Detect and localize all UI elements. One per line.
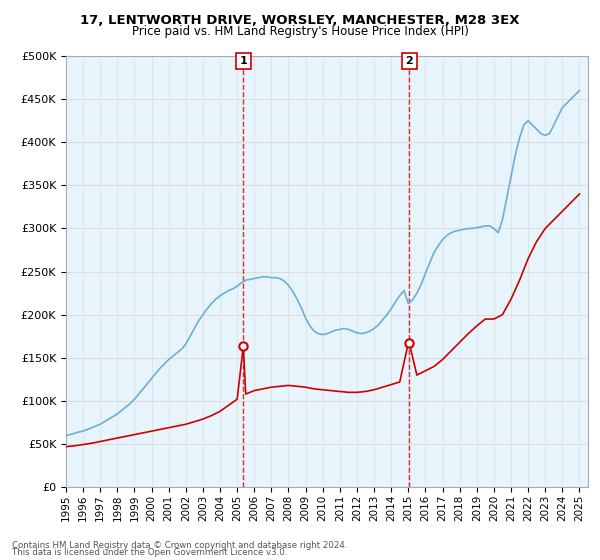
Text: Price paid vs. HM Land Registry's House Price Index (HPI): Price paid vs. HM Land Registry's House … (131, 25, 469, 38)
Text: 1: 1 (239, 56, 247, 66)
Text: This data is licensed under the Open Government Licence v3.0.: This data is licensed under the Open Gov… (12, 548, 287, 557)
Text: 2: 2 (406, 56, 413, 66)
Text: Contains HM Land Registry data © Crown copyright and database right 2024.: Contains HM Land Registry data © Crown c… (12, 541, 347, 550)
Text: 17, LENTWORTH DRIVE, WORSLEY, MANCHESTER, M28 3EX: 17, LENTWORTH DRIVE, WORSLEY, MANCHESTER… (80, 14, 520, 27)
